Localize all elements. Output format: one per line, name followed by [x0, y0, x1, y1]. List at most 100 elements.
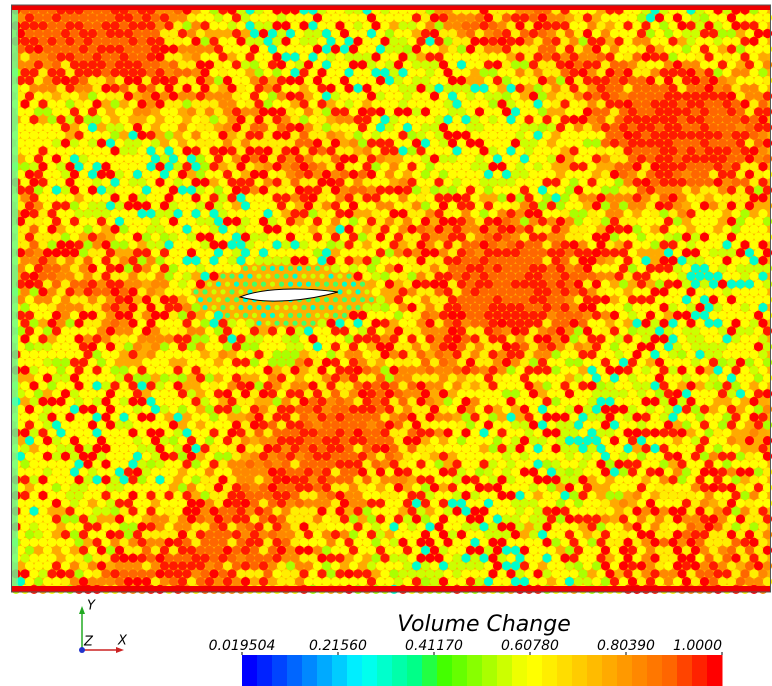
- mesh-cell: [754, 233, 763, 242]
- mesh-cell: [605, 287, 614, 296]
- mesh-cell: [173, 287, 182, 296]
- mesh-cell: [619, 13, 628, 22]
- mesh-cell: [556, 311, 565, 320]
- mesh-cell: [385, 139, 394, 148]
- mesh-cell: [317, 209, 326, 218]
- mesh-cell: [310, 321, 315, 326]
- mesh-cell: [511, 154, 520, 163]
- mesh-cell: [182, 350, 191, 359]
- mesh-cell: [398, 178, 407, 187]
- mesh-cell: [223, 436, 232, 445]
- mesh-cell: [290, 428, 299, 437]
- mesh-cell: [466, 217, 475, 226]
- mesh-cell: [736, 373, 745, 382]
- mesh-cell: [718, 201, 727, 210]
- mesh-cell: [331, 201, 340, 210]
- mesh-cell: [403, 264, 412, 273]
- mesh-cell: [385, 420, 394, 429]
- mesh-cell: [637, 92, 646, 101]
- mesh-cell: [547, 123, 556, 132]
- mesh-cell: [272, 146, 281, 155]
- mesh-cell: [578, 397, 587, 406]
- mesh-cell: [261, 266, 266, 271]
- mesh-cell: [727, 311, 736, 320]
- mesh-cell: [182, 240, 191, 249]
- mesh-cell: [565, 373, 574, 382]
- mesh-cell: [547, 389, 556, 398]
- mesh-cell: [209, 178, 218, 187]
- mesh-cell: [614, 272, 623, 281]
- mesh-cell: [223, 123, 232, 132]
- mesh-cell: [650, 84, 659, 93]
- mesh-cell: [430, 60, 439, 69]
- mesh-cell: [596, 413, 605, 422]
- mesh-cell: [677, 444, 686, 453]
- mesh-cell: [511, 92, 520, 101]
- mesh-cell: [106, 420, 115, 429]
- mesh-cell: [569, 193, 578, 202]
- mesh-cell: [137, 37, 146, 46]
- mesh-cell: [362, 131, 371, 140]
- mesh-cell: [529, 280, 538, 289]
- mesh-cell: [124, 280, 133, 289]
- mesh-cell: [137, 334, 146, 343]
- mesh-cell: [223, 233, 232, 242]
- mesh-cell: [340, 420, 349, 429]
- mesh-cell: [209, 115, 218, 124]
- mesh-cell: [722, 397, 731, 406]
- mesh-cell: [610, 264, 619, 273]
- mesh-cell: [290, 99, 299, 108]
- mesh-cell: [70, 280, 79, 289]
- mesh-cell: [700, 186, 709, 195]
- mesh-cell: [506, 178, 515, 187]
- mesh-cell: [416, 350, 425, 359]
- mesh-cell: [448, 170, 457, 179]
- mesh-cell: [736, 358, 745, 367]
- mesh-cell: [691, 248, 700, 257]
- mesh-cell: [187, 436, 196, 445]
- mesh-cell: [749, 303, 758, 312]
- mesh-cell: [187, 107, 196, 116]
- mesh-cell: [92, 460, 101, 469]
- mesh-cell: [416, 209, 425, 218]
- mesh-cell: [173, 334, 182, 343]
- mesh-cell: [610, 170, 619, 179]
- mesh-cell: [187, 92, 196, 101]
- mesh-cell: [290, 178, 299, 187]
- mesh-cell: [515, 428, 524, 437]
- mesh-cell: [74, 240, 83, 249]
- mesh-cell: [110, 303, 119, 312]
- mesh-cell: [556, 342, 565, 351]
- mesh-cell: [252, 282, 257, 287]
- mesh-cell: [596, 240, 605, 249]
- mesh-cell: [371, 319, 380, 328]
- mesh-cell: [286, 201, 295, 210]
- mesh-cell: [268, 436, 277, 445]
- mesh-cell: [443, 37, 452, 46]
- mesh-cell: [151, 420, 160, 429]
- mesh-cell: [695, 178, 704, 187]
- mesh-cell: [223, 389, 232, 398]
- mesh-cell: [124, 60, 133, 69]
- mesh-cell: [722, 146, 731, 155]
- mesh-cell: [560, 303, 569, 312]
- mesh-cell: [538, 217, 547, 226]
- mesh-cell: [70, 139, 79, 148]
- mesh-cell: [263, 99, 272, 108]
- mesh-cell: [583, 107, 592, 116]
- mesh-cell: [677, 460, 686, 469]
- mesh-cell: [565, 139, 574, 148]
- mesh-cell: [610, 92, 619, 101]
- mesh-cell: [88, 248, 97, 257]
- mesh-cell: [740, 413, 749, 422]
- mesh-cell: [623, 319, 632, 328]
- mesh-cell: [74, 350, 83, 359]
- mesh-cell: [218, 225, 227, 234]
- mesh-cell: [677, 303, 686, 312]
- mesh-cell: [317, 319, 326, 328]
- mesh-cell: [412, 60, 421, 69]
- mesh-cell: [151, 295, 160, 304]
- mesh-cell: [407, 319, 416, 328]
- mesh-cell: [137, 350, 146, 359]
- mesh-cell: [342, 282, 347, 287]
